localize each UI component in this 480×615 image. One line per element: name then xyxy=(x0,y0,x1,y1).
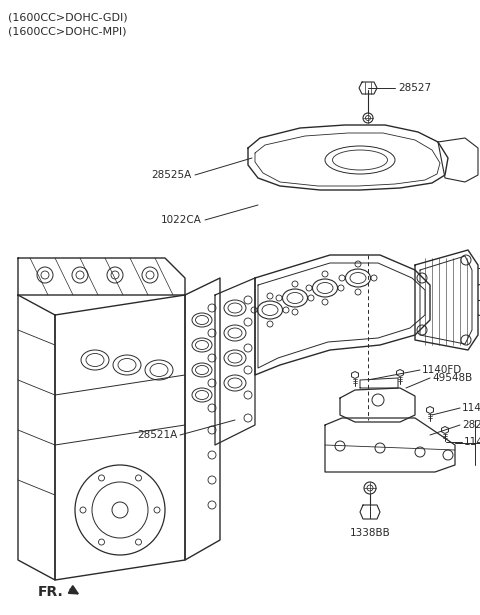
Text: (1600CC>DOHC-GDI): (1600CC>DOHC-GDI) xyxy=(8,13,128,23)
Text: 28265: 28265 xyxy=(462,420,480,430)
Text: 28525A: 28525A xyxy=(152,170,192,180)
Text: 11403C: 11403C xyxy=(462,403,480,413)
Text: 1338BB: 1338BB xyxy=(349,528,390,538)
Text: 1022CA: 1022CA xyxy=(161,215,202,225)
Text: FR.: FR. xyxy=(38,585,64,599)
Text: 49548B: 49548B xyxy=(432,373,472,383)
Text: 28521A: 28521A xyxy=(137,430,177,440)
Text: 28527: 28527 xyxy=(398,83,431,93)
Text: (1600CC>DOHC-MPI): (1600CC>DOHC-MPI) xyxy=(8,27,127,37)
Text: 11403C: 11403C xyxy=(464,437,480,447)
Text: 1140FD: 1140FD xyxy=(422,365,462,375)
